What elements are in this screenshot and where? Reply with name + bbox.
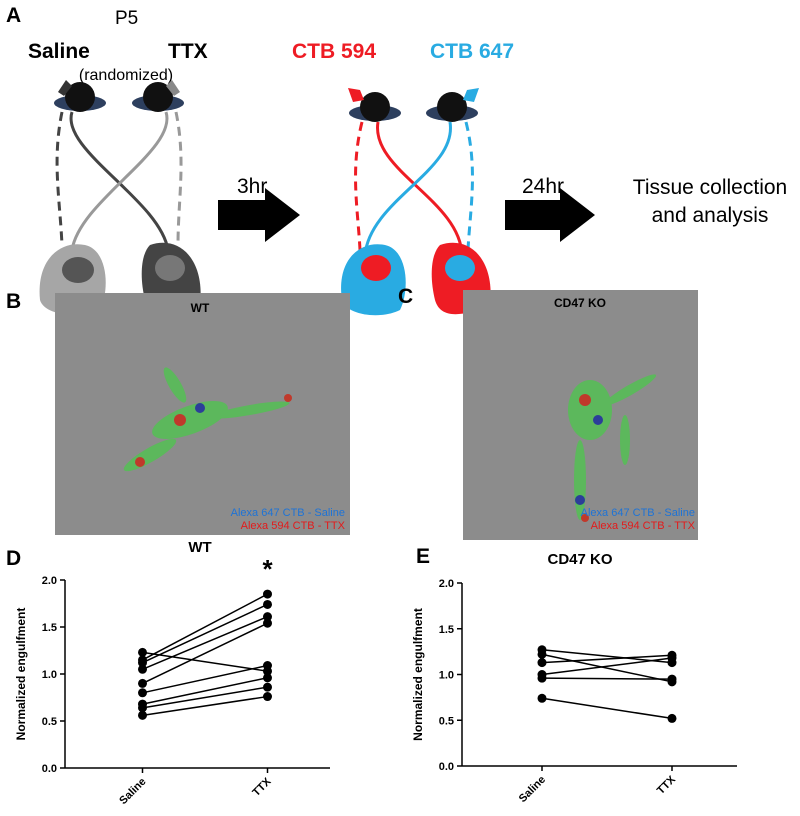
- panel-label: E: [416, 545, 430, 568]
- point: [138, 678, 147, 688]
- series-line: [142, 615, 268, 670]
- point: [667, 674, 677, 684]
- panel-label: C: [398, 285, 413, 308]
- y-tick-label: 1.0: [439, 670, 454, 682]
- arrow: [218, 188, 300, 242]
- arrow: [505, 188, 595, 242]
- series-line: [541, 657, 673, 676]
- point: [263, 599, 272, 609]
- x-tick-label: TTX: [655, 773, 679, 797]
- step-label: 24hr: [522, 175, 564, 198]
- point: [263, 673, 272, 683]
- series-line: [541, 654, 673, 664]
- series-line: [142, 677, 268, 705]
- image-title: WT: [191, 301, 210, 315]
- significance: *: [262, 554, 273, 584]
- series-line: [142, 686, 268, 709]
- y-axis-label: Normalized engulfment: [411, 608, 425, 741]
- point: [263, 692, 272, 702]
- series-line: [142, 695, 268, 717]
- x-tick-label: Saline: [517, 774, 548, 805]
- point: [537, 673, 547, 683]
- step-label: 3hr: [237, 175, 267, 198]
- y-tick-label: 2.0: [439, 578, 454, 590]
- eye-label: Saline: [28, 40, 90, 63]
- y-tick-label: 0.0: [42, 763, 57, 775]
- point: [138, 647, 147, 657]
- series-line: [142, 651, 268, 672]
- series-line: [541, 697, 673, 720]
- point: [263, 618, 272, 628]
- y-tick-label: 1.5: [42, 622, 57, 634]
- legend-text: Alexa 594 CTB - TTX: [241, 520, 346, 532]
- tracer-label: CTB 594: [292, 40, 376, 63]
- y-axis-label: Normalized engulfment: [14, 608, 28, 741]
- point: [263, 661, 272, 671]
- series-line: [142, 603, 268, 664]
- x-tick-label: TTX: [250, 775, 274, 799]
- series-line: [541, 653, 673, 683]
- series-line: [142, 622, 268, 685]
- x-tick-label: Saline: [117, 776, 148, 807]
- point: [537, 693, 547, 703]
- series-line: [142, 593, 268, 661]
- tracer-label: CTB 647: [430, 40, 514, 63]
- schematic-1: [39, 80, 201, 316]
- legend-text: Alexa 594 CTB - TTX: [591, 520, 696, 532]
- point: [537, 658, 547, 668]
- outcome: Tissue collection: [633, 176, 787, 199]
- point: [667, 713, 677, 723]
- series-line: [142, 664, 268, 694]
- micrograph-signal: [568, 374, 657, 522]
- point: [537, 649, 547, 659]
- y-tick-label: 1.5: [439, 624, 454, 636]
- y-tick-label: 0.5: [42, 716, 57, 728]
- point: [138, 710, 147, 720]
- point: [263, 589, 272, 599]
- point: [263, 682, 272, 692]
- eye-label: TTX: [168, 40, 208, 63]
- schematic-2: [341, 88, 491, 316]
- series-line: [541, 677, 673, 680]
- outcome: and analysis: [652, 204, 769, 227]
- y-tick-label: 1.0: [42, 669, 57, 681]
- y-tick-label: 0.5: [439, 715, 454, 727]
- age-label: P5: [115, 8, 138, 29]
- panel-label: D: [6, 547, 21, 570]
- point: [138, 688, 147, 698]
- panel-label: A: [6, 4, 21, 27]
- point: [138, 658, 147, 668]
- panel-label: B: [6, 290, 21, 313]
- y-tick-label: 2.0: [42, 575, 57, 587]
- chart-title: CD47 KO: [547, 551, 612, 568]
- point: [667, 653, 677, 663]
- y-tick-label: 0.0: [439, 761, 454, 773]
- note: (randomized): [79, 67, 173, 84]
- point: [138, 703, 147, 713]
- micrograph-signal: [123, 367, 292, 472]
- image-title: CD47 KO: [554, 296, 606, 310]
- legend-text: Alexa 647 CTB - Saline: [231, 507, 345, 519]
- point: [263, 612, 272, 622]
- chart-title: WT: [188, 539, 211, 556]
- legend-text: Alexa 647 CTB - Saline: [581, 507, 695, 519]
- point: [138, 664, 147, 674]
